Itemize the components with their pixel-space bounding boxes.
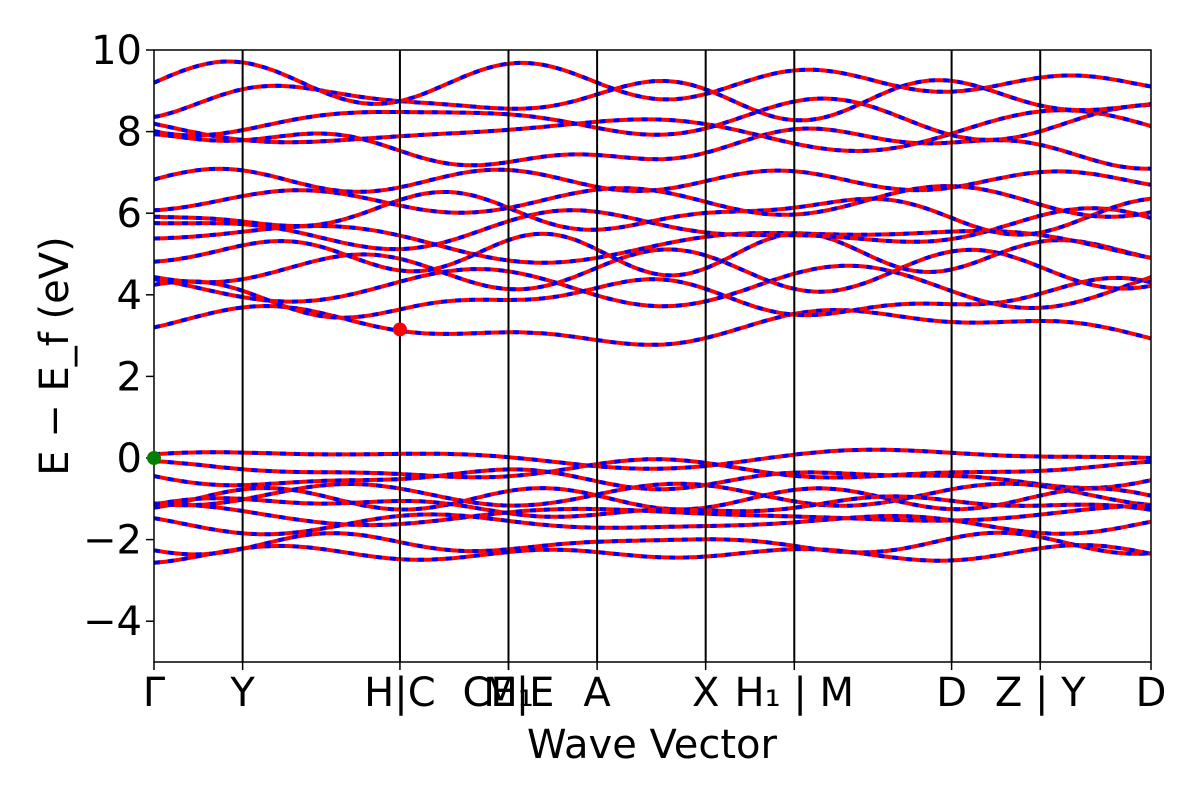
kpoint-label: Y bbox=[229, 670, 255, 716]
y-tick-label: 10 bbox=[91, 28, 142, 74]
band-line-spin-up bbox=[153, 247, 1152, 294]
band-line-spin-down bbox=[153, 59, 1152, 106]
plot-frame bbox=[153, 49, 1152, 663]
band-line-spin-down bbox=[153, 224, 1152, 265]
band-line-spin-up bbox=[153, 481, 1152, 508]
band-line-spin-up bbox=[153, 108, 1152, 154]
y-tick-label: 2 bbox=[117, 354, 142, 400]
band-line-spin-down bbox=[153, 231, 1152, 278]
kpoint-label: M₁ bbox=[483, 670, 534, 716]
band-line-spin-down bbox=[153, 263, 1152, 310]
y-axis-ticks: −4 −2 0 2 4 6 8 10 bbox=[83, 28, 154, 645]
y-tick-label: 6 bbox=[117, 191, 142, 237]
y-tick-label: 8 bbox=[117, 110, 142, 156]
y-axis-label: E − E_f (eV) bbox=[32, 236, 78, 475]
band-line-spin-up bbox=[153, 467, 1152, 492]
y-tick-label: 0 bbox=[117, 436, 142, 482]
band-line-spin-up bbox=[153, 447, 1152, 471]
kpoint-label: A bbox=[583, 670, 611, 716]
kpoint-label: X bbox=[692, 670, 719, 716]
band-line-spin-down bbox=[153, 485, 1152, 512]
band-line-spin-down bbox=[153, 530, 1152, 557]
kpoint-label: D bbox=[936, 670, 967, 716]
kpoint-label: D bbox=[1136, 670, 1167, 716]
kpoint-label: Z | Y bbox=[995, 670, 1086, 716]
y-tick-label: −2 bbox=[83, 518, 142, 564]
band-line-spin-up bbox=[153, 530, 1152, 557]
kpoint-label: CE|E bbox=[463, 670, 555, 716]
kpoint-label: Γ bbox=[143, 670, 166, 716]
band-line-spin-up bbox=[153, 502, 1151, 528]
band-line-spin-up bbox=[153, 190, 1152, 237]
band-line-spin-down bbox=[153, 247, 1152, 294]
vbm-marker bbox=[147, 451, 161, 465]
band-line-spin-down bbox=[153, 303, 1152, 347]
band-edge-markers bbox=[147, 322, 407, 465]
band-lines bbox=[153, 59, 1152, 565]
band-line-spin-up bbox=[153, 543, 1152, 565]
x-axis-label: Wave Vector bbox=[527, 722, 778, 768]
band-line-spin-down bbox=[153, 96, 1152, 142]
band-line-spin-down bbox=[153, 166, 1152, 194]
kpoint-label: H|C bbox=[364, 670, 435, 716]
y-tick-label: −4 bbox=[83, 599, 142, 645]
kpoint-label: H₁ | M bbox=[735, 670, 855, 716]
cbm-marker bbox=[392, 322, 407, 337]
band-line-spin-up bbox=[153, 457, 1152, 480]
y-tick-label: 4 bbox=[117, 273, 142, 319]
band-line-spin-down bbox=[153, 275, 1152, 320]
kpath-divider-lines bbox=[241, 50, 1042, 662]
x-axis-ticks: Γ Y H|C CE|EM₁ A X H₁ | M D Z | Y D bbox=[143, 662, 1167, 716]
band-line-spin-up bbox=[153, 512, 1152, 537]
